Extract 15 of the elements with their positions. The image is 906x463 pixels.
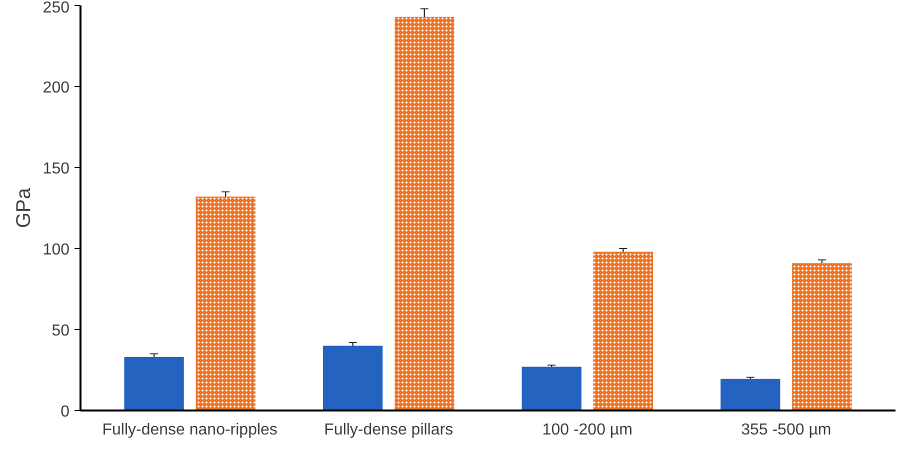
- bar: [522, 366, 582, 410]
- x-tick-label: 355 -500 µm: [741, 422, 832, 438]
- x-tick-label: 100 -200 µm: [542, 422, 632, 438]
- x-tick-label: Fully-dense nano-ripples: [102, 422, 278, 438]
- y-tick-label: 150: [42, 160, 70, 178]
- y-axis-title: GPa: [12, 187, 35, 228]
- y-tick-label: 50: [52, 322, 70, 340]
- bar: [124, 357, 184, 410]
- y-tick-label: 0: [60, 404, 70, 420]
- y-tick-label: 100: [42, 242, 70, 258]
- x-tick-label: Fully-dense pillars: [324, 422, 454, 438]
- bar: [720, 378, 780, 410]
- bar: [323, 346, 383, 410]
- y-tick-label: 200: [42, 80, 70, 96]
- y-tick-label: 250: [42, 0, 70, 16]
